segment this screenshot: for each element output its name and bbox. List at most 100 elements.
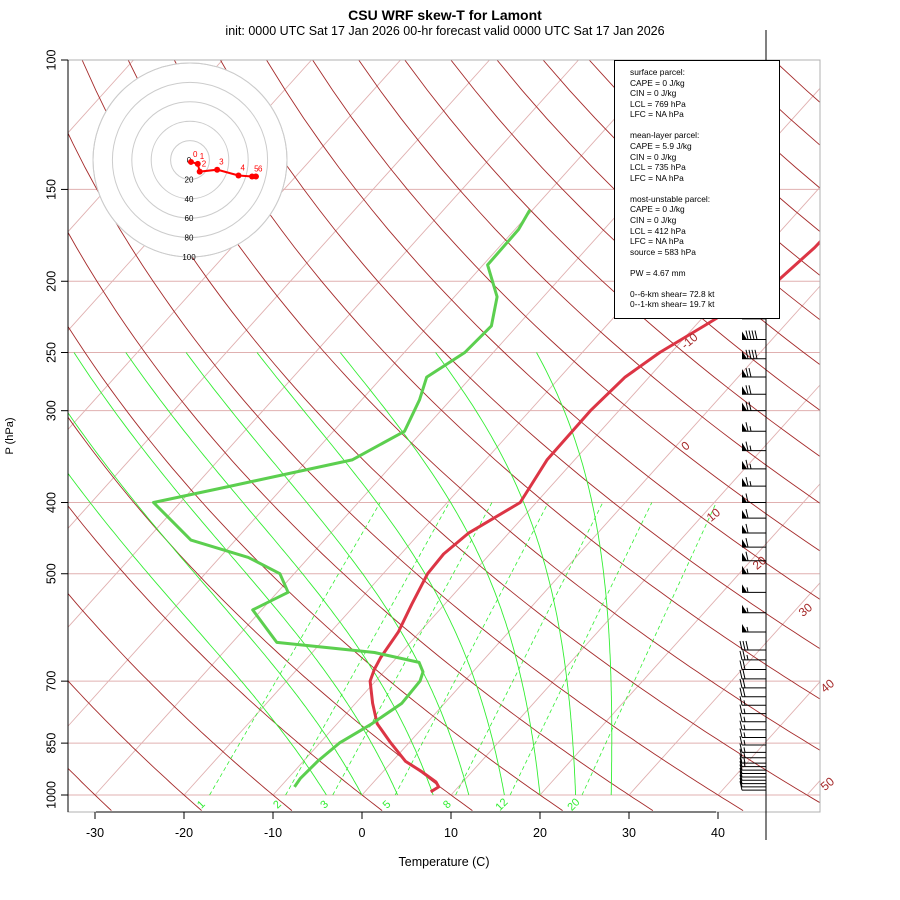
moist-adiabat [256,352,505,796]
temperature-profile [368,239,820,794]
most-unstable-parcel-line: LCL = 412 hPa [630,225,686,236]
dry-adiabat [866,60,900,811]
mixing-ratio-line [209,502,381,796]
wind-barb [739,735,766,746]
dry-adiabat [312,60,820,552]
x-tick-label: 30 [622,826,636,840]
hodograph-ring-label: 20 [185,175,194,184]
mean-layer-parcel-group: mean-layer parcel: CAPE = 5.9 J/kg CIN =… [630,130,779,183]
moist-adiabat [68,472,327,796]
mixing-ratio-line [332,502,493,796]
mixing-ratio-line [581,502,717,796]
wind-barb [739,640,766,651]
hodograph-point-label: 6 [258,164,263,173]
mixing-ratio-line [285,502,450,796]
y-tick-label: 500 [44,563,58,584]
most-unstable-parcel-line: LFC = NA hPa [630,236,684,247]
isotherm-line [68,60,401,431]
precipitable-water-group: PW = 4.67 mm [630,268,779,279]
y-tick-label: 1000 [44,781,58,809]
wind-barb [739,678,766,689]
hodograph: 0204060801000123456 [92,62,288,262]
hodograph-point-label: 4 [241,164,246,173]
shear-line: 0--6-km shear= 72.8 kt [630,288,715,299]
shear-line: 0--1-km shear= 19.7 kt [630,299,715,310]
hodograph-ring-label: 100 [182,253,196,262]
y-tick-label: 150 [44,179,58,200]
dry-adiabat [773,60,820,103]
wind-barb [739,748,766,759]
wind-barb [742,422,766,432]
wind-barb [739,754,766,764]
mixing-ratio-label: 8 [441,798,454,811]
isotherm-label: 40 [818,676,837,696]
wind-barb [742,538,766,548]
hodograph-point-label: 0 [193,150,198,159]
hodograph-ring [150,120,230,200]
most-unstable-parcel-group: most-unstable parcel: CAPE = 0 J/kg CIN … [630,194,779,258]
hodograph-point [196,168,203,175]
surface-parcel-line: surface parcel: [630,67,685,77]
surface-parcel-line: CAPE = 0 J/kg [630,77,685,88]
x-axis-label: Temperature (C) [399,855,490,869]
dry-adiabat [358,60,820,504]
mixing-ratio-label: 2 [271,798,284,811]
wind-barb [739,650,766,661]
dry-adiabat [68,505,383,811]
x-tick-label: -10 [264,826,282,840]
wind-barb [742,477,766,487]
isotherm-line [450,384,820,796]
most-unstable-parcel-line: most-unstable parcel: [630,193,711,204]
most-unstable-parcel-line: source = 583 hPa [630,246,696,257]
wind-barb [742,459,766,470]
hodograph-point [235,172,242,179]
hodograph-ring-label: 40 [185,195,194,204]
wind-barb [742,604,766,614]
isotherm-line [272,186,820,796]
hodograph-point [214,166,221,173]
isotherm-label: 50 [818,774,837,794]
dry-adiabat [450,60,820,411]
wind-barb [742,330,766,340]
x-tick-label: 10 [444,826,458,840]
hodograph-point-label: 2 [202,160,207,169]
wind-barb [739,704,766,715]
parcel-info-box: surface parcel: CAPE = 0 J/kg CIN = 0 J/… [614,60,780,319]
moist-adiabat [339,352,541,796]
mixing-ratio-label: 1 [195,798,208,811]
hodograph-point [252,173,259,180]
mixing-ratio-label: 20 [565,796,582,813]
wind-barb [742,551,766,562]
wind-barb [739,771,766,781]
moist-adiabat [435,352,577,796]
wind-barb [742,401,766,412]
wind-barb [739,696,766,706]
isotherm-label: 10 [704,505,723,525]
dry-adiabat [127,60,820,751]
isotherm-line [68,60,579,628]
wind-barb [739,774,766,785]
x-tick-label: 0 [359,826,366,840]
hodograph-point-label: 3 [219,158,224,167]
x-tick-label: 20 [533,826,547,840]
hodograph-point [187,158,194,165]
most-unstable-parcel-line: CAPE = 0 J/kg [630,204,685,215]
wind-barb [742,508,766,519]
wind-barb [739,687,766,698]
wind-barb [739,728,766,738]
isotherm-line [68,60,490,530]
wind-barb [742,367,766,378]
wind-barb [739,761,766,771]
moist-adiabat [185,352,470,796]
surface-parcel-line: CIN = 0 J/kg [630,88,677,99]
moist-adiabat [125,352,434,796]
x-tick-label: -30 [86,826,104,840]
y-tick-label: 400 [44,492,58,513]
x-tick-label: 40 [711,826,725,840]
dry-adiabat [173,60,820,700]
y-tick-label: 700 [44,671,58,692]
dry-adiabat [68,132,744,811]
isotherm-label: 30 [796,600,815,620]
dry-adiabat [81,60,820,804]
hodograph-ring-label: 60 [185,214,194,223]
